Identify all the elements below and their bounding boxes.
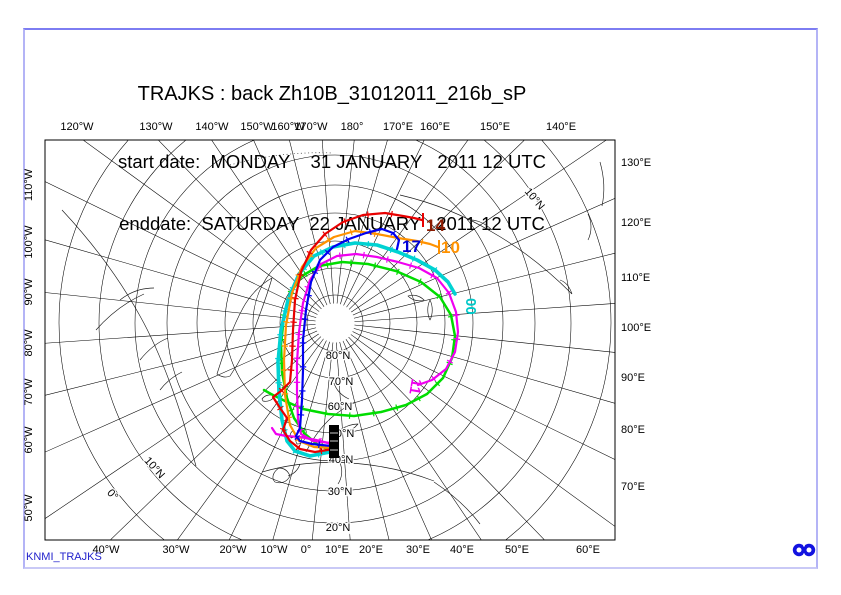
graticule	[45, 140, 615, 540]
axis-label: 10°W	[260, 544, 288, 556]
knmi-credit: KNMI_TRAJKS	[26, 551, 102, 563]
trajectory-magenta-short	[270, 426, 334, 446]
start-date-line: start date: MONDAY 31 JANUARY 2011 12 UT…	[117, 151, 547, 172]
trajectory-magenta	[295, 252, 460, 445]
axis-label: 60°E	[576, 544, 600, 556]
lat-label: 10°N	[142, 455, 167, 481]
trajectory-red	[271, 211, 424, 454]
axis-label: 90°W	[23, 278, 35, 306]
axis-label: 170°W	[294, 121, 328, 133]
axis-label: 20°W	[219, 544, 247, 556]
axis-label: 110°E	[621, 272, 651, 284]
title-block: TRAJKS : back Zh10B_31012011_216b_sP sta…	[32, 47, 632, 271]
trajectory-blue-label: 17	[402, 237, 421, 256]
trajectory-orange-label: 10	[441, 238, 460, 257]
axis-label: 130°E	[621, 157, 652, 169]
axis-label: 50°W	[23, 494, 35, 522]
axis-label: 140°E	[545, 121, 577, 133]
axis-label: 160°W	[271, 121, 305, 133]
axis-label: 150°W	[240, 121, 274, 133]
axis-label: 140°W	[195, 121, 229, 133]
axis-label: 160°E	[419, 121, 451, 133]
axis-label: 120°E	[621, 217, 652, 229]
axis-label: 80°E	[621, 424, 645, 436]
coastlines	[61, 152, 605, 525]
axis-label: 180°	[340, 121, 364, 133]
plot-title: TRAJKS : back Zh10B_31012011_216b_sP	[137, 83, 527, 105]
lat-label: 0°	[104, 487, 120, 503]
lat-label: 20°N	[326, 522, 351, 534]
start-location-marker	[329, 425, 339, 458]
lat-label: 10°N	[522, 186, 547, 213]
axis-label: 150°E	[479, 121, 511, 133]
end-date-line: enddate: SATURDAY 22 JANUARY 2011 12 UTC	[119, 213, 545, 234]
trajectories: 00 11 10 17 14	[262, 210, 479, 458]
map-frame	[44, 139, 616, 541]
axis-label: 170°E	[382, 121, 414, 133]
trajectory-cyan-label: 00	[462, 298, 479, 315]
page-border	[23, 28, 818, 569]
trajectory-red-label: 14	[426, 216, 445, 235]
lat-label: 70°N	[329, 376, 354, 388]
knmi-ec-logo	[792, 542, 816, 558]
axis-label: 40°W	[92, 544, 120, 556]
axis-label: 40°E	[450, 544, 474, 556]
axis-label: 100°E	[621, 322, 652, 334]
axis-label: 0°	[300, 544, 312, 556]
axis-label: 90°E	[621, 372, 645, 384]
axis-label: 100°W	[23, 225, 35, 259]
lat-label: 80°N	[326, 350, 351, 362]
trajectory-magenta-label: 11	[405, 377, 424, 396]
axis-label: 70°W	[23, 378, 35, 406]
axis-label: 20°E	[359, 544, 383, 556]
trajectory-blue	[294, 227, 401, 448]
lat-label: 30°N	[328, 486, 353, 498]
axis-label: 120°W	[60, 121, 94, 133]
axis-label: 30°E	[406, 544, 430, 556]
axis-label: 30°W	[162, 544, 190, 556]
axis-label: 10°E	[325, 544, 349, 556]
axis-label: 50°E	[505, 544, 529, 556]
axis-label: 80°W	[23, 329, 35, 357]
lat-label: 60°N	[328, 401, 353, 413]
axis-label: 70°E	[621, 481, 645, 493]
axis-label: 130°W	[139, 121, 173, 133]
axis-label: 60°W	[23, 426, 35, 454]
trajectory-orange	[282, 229, 440, 450]
axis-label: 110°W	[23, 168, 35, 202]
